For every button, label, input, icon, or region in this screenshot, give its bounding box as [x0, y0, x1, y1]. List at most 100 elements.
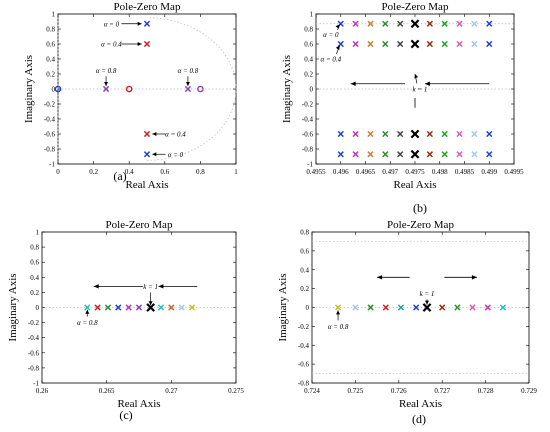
pole-stroke: [441, 151, 448, 158]
chart-title: Pole-Zero Map: [114, 1, 181, 13]
pole-marker: [426, 130, 433, 138]
motion-arrowhead: [93, 284, 99, 289]
motion-arrowhead: [377, 275, 383, 280]
pole-stroke: [486, 151, 493, 158]
pole-stroke: [367, 151, 374, 158]
y-tick-label: -0.2: [302, 101, 314, 109]
y-tick-label: -0.4: [44, 116, 56, 124]
pole-marker: [168, 304, 175, 311]
x-axis-label: Real Axis: [399, 398, 442, 410]
pole-marker: [486, 40, 493, 48]
pole-marker: [367, 304, 374, 311]
pole-marker: [486, 151, 493, 158]
y-tick-label: -0.8: [44, 146, 56, 154]
y-axis-label: Imaginary Axis: [7, 273, 19, 341]
pole-stroke: [157, 304, 165, 311]
pole-stroke: [397, 151, 404, 158]
pole-stroke: [337, 40, 344, 48]
pole-marker: [367, 151, 374, 158]
pole-marker: [184, 85, 192, 93]
pole-stroke: [367, 40, 374, 48]
annotation-arrowhead: [185, 82, 190, 86]
pole-stroke: [382, 304, 389, 311]
pole-stroke: [413, 304, 420, 311]
annotation-label: α = 0.8: [77, 319, 98, 327]
pole-marker: [337, 130, 344, 138]
pole-stroke: [94, 304, 101, 311]
pole-stroke: [115, 304, 122, 311]
pole-marker: [484, 304, 491, 311]
pole-marker: [143, 130, 151, 138]
pole-stroke: [397, 20, 404, 27]
pole-marker: [143, 151, 151, 158]
pole-stroke: [143, 130, 151, 138]
pole-marker: [410, 39, 420, 49]
pole-stroke: [441, 20, 448, 27]
y-tick-label: 0.2: [46, 71, 55, 79]
panel-d: 0.724 0.725 0.726 0.727 0.728 0.729 0.8 0.6 0.4 0…: [277, 219, 537, 426]
motion-arrowhead: [471, 275, 477, 280]
pole-marker: [382, 40, 389, 48]
y-tick-label: 0.8: [304, 26, 313, 34]
x-tick-label: 0.496: [333, 168, 349, 176]
pole-stroke: [168, 304, 175, 311]
pole-stroke: [352, 20, 359, 27]
pole-stroke: [422, 303, 432, 312]
pole-stroke: [367, 304, 374, 311]
x-tick-label: 0: [56, 168, 60, 176]
pole-marker: [410, 19, 420, 29]
zero-marker: [197, 85, 204, 93]
pole-marker: [125, 304, 132, 311]
y-tick-label: 0.4: [30, 274, 39, 282]
pole-stroke: [471, 130, 478, 138]
y-tick-label: -0.6: [44, 131, 56, 139]
pole-marker: [178, 304, 185, 311]
pole-marker: [143, 40, 151, 48]
x-axis-label: Real Axis: [117, 398, 160, 410]
pole-stroke: [178, 304, 185, 311]
y-tick-label: 0: [52, 86, 56, 94]
y-tick-label: -0.8: [298, 380, 310, 388]
annotation-arrowhead: [148, 301, 153, 306]
pole-marker: [367, 40, 374, 48]
pole-stroke: [410, 129, 420, 139]
chart-title: Pole-Zero Map: [382, 1, 449, 13]
pole-stroke: [471, 151, 478, 158]
x-tick-label: 0.275: [228, 387, 244, 395]
pole-marker: [104, 304, 112, 311]
pole-stroke: [486, 20, 493, 27]
pole-stroke: [84, 304, 91, 311]
pole-marker: [471, 130, 478, 138]
motion-arrowhead: [158, 284, 164, 289]
y-tick-label: -0.6: [298, 361, 310, 369]
x-tick-label: 0.726: [391, 387, 407, 395]
y-tick-label: 1: [310, 11, 314, 19]
y-tick-label: 0: [306, 304, 310, 312]
y-tick-label: 1: [52, 11, 56, 19]
panel-label: (a): [113, 169, 126, 183]
y-tick-label: 0.2: [304, 71, 313, 79]
pole-stroke: [454, 304, 461, 311]
pole-marker: [486, 130, 493, 138]
pole-marker: [352, 151, 359, 158]
annotation-label: α = 0.8: [96, 67, 117, 75]
pole-marker: [352, 20, 359, 27]
annotation-arrowhead: [152, 132, 157, 136]
pole-marker: [157, 304, 165, 311]
annotation-label: α = 0.4: [101, 41, 122, 49]
annotation-arrowhead: [85, 309, 90, 314]
pole-stroke: [143, 151, 151, 158]
x-tick-label: 0.4965: [356, 168, 376, 176]
pole-marker: [382, 20, 389, 27]
pole-marker: [441, 130, 448, 138]
pole-marker: [426, 151, 433, 158]
annotation-arrowhead: [425, 300, 430, 305]
panel-label: (b): [413, 201, 427, 215]
panel-b: 0.4955 0.496 0.4965 0.497 0.4975 0.498 0.4985 0…: [281, 1, 524, 215]
pole-marker: [102, 85, 110, 93]
y-tick-label: -1: [33, 380, 39, 388]
panel-label: (d): [412, 412, 426, 426]
zero-marker: [54, 85, 62, 93]
pole-stroke: [426, 20, 433, 27]
x-tick-label: 0.6: [160, 168, 169, 176]
